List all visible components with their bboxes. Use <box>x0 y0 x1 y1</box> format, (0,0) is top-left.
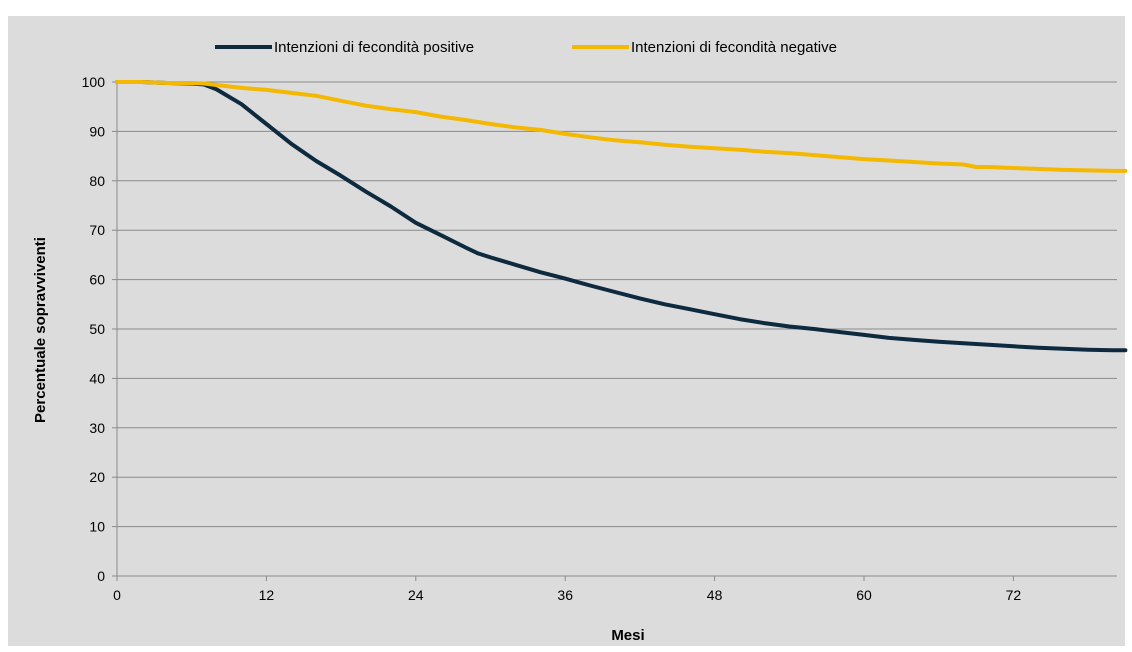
x-tick-labels: 0 12 24 36 48 60 72 <box>113 587 1021 603</box>
y-tick-label-0: 0 <box>97 568 105 584</box>
gridlines <box>117 81 1117 528</box>
series-line-1 <box>115 80 1128 353</box>
y-tick-label-90: 90 <box>89 123 105 139</box>
y-tick-label-10: 10 <box>89 519 105 535</box>
legend: Intenzioni di fecondità positive Intenzio… <box>215 39 837 56</box>
chart-background <box>8 16 1125 646</box>
x-tick-label-0: 0 <box>113 587 121 603</box>
x-tick-label-48: 48 <box>707 587 723 603</box>
y-tick-labels: 0 10 20 30 40 50 60 70 80 90 100 <box>82 74 106 584</box>
y-tick-label-50: 50 <box>89 321 105 337</box>
x-tick-label-12: 12 <box>259 587 275 603</box>
legend-label-1: Intenzioni di fecondità positive <box>274 39 474 56</box>
y-tick-label-70: 70 <box>89 222 105 238</box>
y-tick-label-20: 20 <box>89 469 105 485</box>
legend-label-2: Intenzioni di fecondità negative <box>631 39 837 56</box>
x-tick-label-24: 24 <box>408 587 424 603</box>
x-tick-label-72: 72 <box>1006 587 1022 603</box>
x-tick-label-36: 36 <box>557 587 573 603</box>
series-lines <box>115 80 1128 353</box>
y-tick-label-100: 100 <box>82 74 106 90</box>
x-tick-label-60: 60 <box>856 587 872 603</box>
series-line-2 <box>115 80 1128 173</box>
y-tick-label-30: 30 <box>89 420 105 436</box>
x-axis-title: Mesi <box>611 627 644 644</box>
axes <box>112 81 1117 581</box>
y-tick-label-60: 60 <box>89 272 105 288</box>
y-axis-title: Percentuale sopravviventi <box>32 237 49 423</box>
y-tick-label-80: 80 <box>89 173 105 189</box>
y-tick-label-40: 40 <box>89 370 105 386</box>
